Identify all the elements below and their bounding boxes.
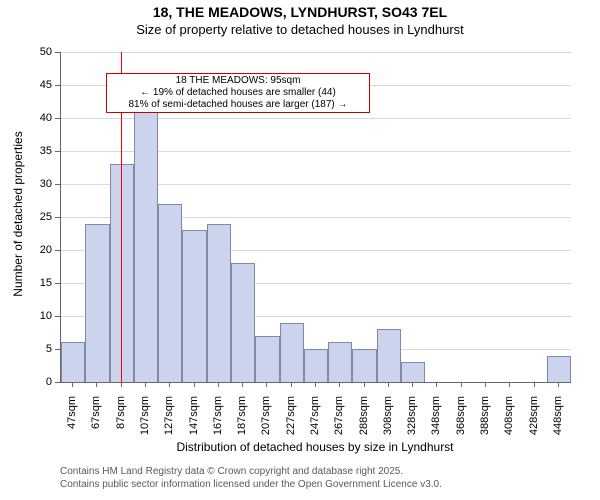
xtick-label: 127sqm [163,396,175,446]
gridline [61,52,571,53]
chart-title: 18, THE MEADOWS, LYNDHURST, SO43 7EL [0,4,600,20]
histogram-bar [304,349,328,382]
ytick-label: 30 [32,178,52,190]
histogram-bar [231,263,255,382]
annotation-line-1: 18 THE MEADOWS: 95sqm [109,75,367,87]
xtick-label: 388sqm [479,396,491,446]
ytick-mark [55,184,60,185]
xtick-mark [461,382,462,387]
xtick-label: 368sqm [455,396,467,446]
ytick-mark [55,283,60,284]
ytick-mark [55,382,60,383]
ytick-mark [55,250,60,251]
xtick-mark [485,382,486,387]
xtick-mark [412,382,413,387]
ytick-label: 45 [32,79,52,91]
chart-subtitle: Size of property relative to detached ho… [0,22,600,37]
histogram-bar [377,329,401,382]
xtick-label: 227sqm [285,396,297,446]
y-axis-title: Number of detached properties [11,49,25,379]
histogram-bar [207,224,231,382]
xtick-label: 308sqm [382,396,394,446]
ytick-mark [55,151,60,152]
xtick-label: 87sqm [115,396,127,446]
histogram-bar [61,342,85,382]
xtick-mark [121,382,122,387]
ytick-mark [55,217,60,218]
xtick-mark [534,382,535,387]
histogram-bar [328,342,352,382]
xtick-mark [169,382,170,387]
xtick-label: 408sqm [503,396,515,446]
ytick-label: 25 [32,211,52,223]
ytick-mark [55,52,60,53]
ytick-label: 40 [32,112,52,124]
xtick-mark [315,382,316,387]
ytick-label: 20 [32,244,52,256]
xtick-mark [194,382,195,387]
histogram-bar [182,230,206,382]
xtick-mark [218,382,219,387]
plot-area: 18 THE MEADOWS: 95sqm← 19% of detached h… [60,52,571,383]
ytick-label: 50 [32,46,52,58]
xtick-mark [72,382,73,387]
xtick-label: 207sqm [260,396,272,446]
footer-line-2: Contains public sector information licen… [60,479,442,492]
xtick-mark [364,382,365,387]
histogram-bar [134,111,158,382]
ytick-mark [55,349,60,350]
xtick-mark [558,382,559,387]
xtick-label: 428sqm [528,396,540,446]
ytick-mark [55,118,60,119]
ytick-mark [55,85,60,86]
ytick-label: 0 [32,376,52,388]
xtick-label: 167sqm [212,396,224,446]
histogram-bar [85,224,109,382]
annotation-line-2: ← 19% of detached houses are smaller (44… [109,87,367,99]
ytick-mark [55,316,60,317]
ytick-label: 15 [32,277,52,289]
histogram-bar [401,362,425,382]
xtick-mark [291,382,292,387]
xtick-label: 328sqm [406,396,418,446]
histogram-bar [280,323,304,382]
xtick-mark [509,382,510,387]
xtick-mark [96,382,97,387]
histogram-bar [255,336,279,382]
annotation-line-3: 81% of semi-detached houses are larger (… [109,99,367,111]
xtick-label: 187sqm [236,396,248,446]
footer-attribution: Contains HM Land Registry data © Crown c… [60,466,442,491]
xtick-label: 267sqm [333,396,345,446]
xtick-label: 247sqm [309,396,321,446]
ytick-label: 10 [32,310,52,322]
ytick-label: 5 [32,343,52,355]
xtick-label: 67sqm [90,396,102,446]
xtick-label: 448sqm [552,396,564,446]
xtick-mark [266,382,267,387]
histogram-bar [547,356,571,382]
histogram-bar [110,164,134,382]
xtick-label: 107sqm [139,396,151,446]
xtick-mark [339,382,340,387]
xtick-mark [145,382,146,387]
footer-line-1: Contains HM Land Registry data © Crown c… [60,466,442,479]
xtick-label: 147sqm [188,396,200,446]
annotation-box: 18 THE MEADOWS: 95sqm← 19% of detached h… [106,73,370,113]
ytick-label: 35 [32,145,52,157]
xtick-mark [388,382,389,387]
xtick-mark [436,382,437,387]
xtick-label: 288sqm [358,396,370,446]
xtick-label: 47sqm [66,396,78,446]
histogram-bar [158,204,182,382]
xtick-mark [242,382,243,387]
xtick-label: 348sqm [430,396,442,446]
histogram-bar [352,349,376,382]
chart-container: 18, THE MEADOWS, LYNDHURST, SO43 7EL Siz… [0,0,600,500]
